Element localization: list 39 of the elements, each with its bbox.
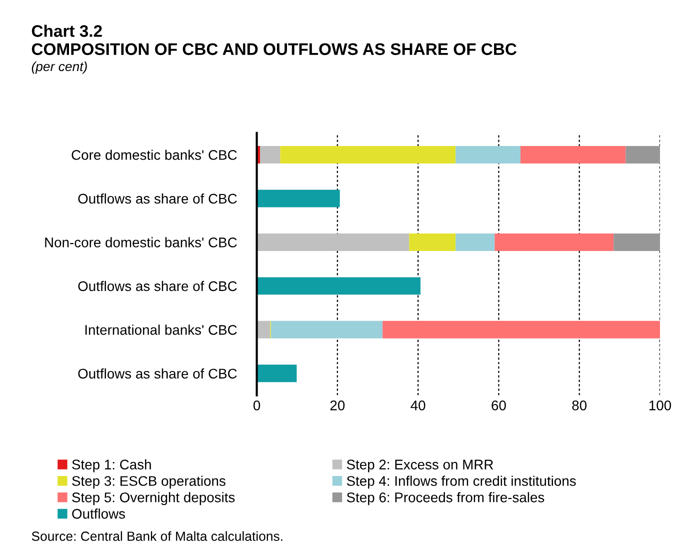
x-tick-label: 60	[492, 400, 506, 410]
legend-label: Step 4: Inflows from credit institutions	[346, 476, 576, 489]
bar	[260, 146, 280, 164]
text: (per cent)	[32, 61, 87, 74]
y-tick-label: Core domestic banks' CBC	[72, 150, 237, 160]
bar	[256, 190, 340, 208]
legend-label: Step 3: ESCB operations	[72, 476, 226, 489]
x-tick-label: 80	[572, 400, 587, 410]
bar	[256, 320, 270, 338]
bar	[456, 146, 520, 164]
bar	[456, 233, 495, 251]
bar	[256, 233, 410, 251]
legend-label: Step 6: Proceeds from fire-sales	[346, 492, 544, 506]
bar	[614, 233, 660, 251]
x-tick-label: 40	[410, 400, 426, 410]
bar	[409, 233, 456, 251]
bar	[494, 233, 614, 251]
bar	[256, 277, 420, 295]
legend-label: Step 5: Overnight deposits	[72, 492, 235, 506]
x-tick-label: 100	[649, 400, 672, 410]
y-tick-label: Non-core domestic banks' CBC	[45, 237, 237, 248]
y-tick-label: Outflows as share of CBC	[78, 280, 237, 292]
text: Chart 3.2	[32, 24, 102, 37]
bar	[520, 146, 626, 164]
legend-label: Step 1: Cash	[72, 459, 151, 472]
x-tick-label: 20	[330, 400, 345, 410]
legend-label: Outflows	[72, 508, 126, 519]
y-tick-label: International banks' CBC	[85, 324, 237, 335]
bar	[626, 146, 660, 164]
bar	[382, 320, 660, 338]
y-tick-label: Outflows as share of CBC	[78, 368, 237, 379]
bar	[270, 320, 383, 338]
bar	[256, 364, 297, 382]
x-tick-label: 0	[253, 400, 260, 410]
y-tick-label: Outflows as share of CBC	[78, 193, 237, 204]
bar	[280, 146, 456, 164]
legend-label: Step 2: Excess on MRR	[346, 460, 494, 472]
chart-subtitle: COMPOSITION OF CBC AND OUTFLOWS AS SHARE OF CBC	[32, 43, 517, 56]
source-note: Source: Central Bank of Malta calculations.	[32, 531, 282, 541]
